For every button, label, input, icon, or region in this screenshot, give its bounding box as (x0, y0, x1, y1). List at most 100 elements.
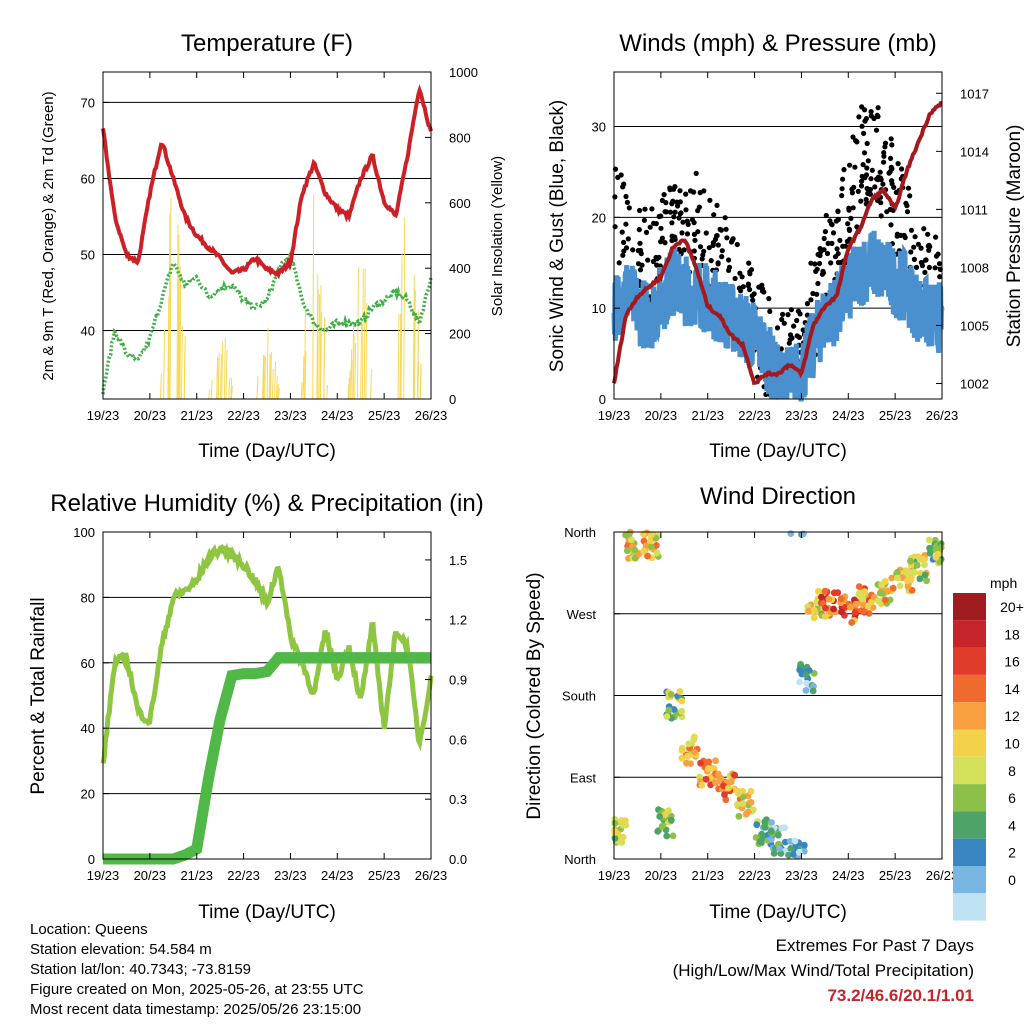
direction-point (668, 691, 675, 698)
y2-tick-label: 0.0 (449, 852, 467, 867)
insolation-spike (181, 326, 182, 399)
direction-point (678, 698, 685, 705)
insolation-spike (404, 217, 405, 399)
insolation-spike (224, 338, 225, 399)
gust-point (724, 235, 729, 240)
direction-point (725, 785, 732, 792)
gust-point (620, 184, 625, 189)
gust-point (879, 213, 884, 218)
insolation-spike (357, 267, 358, 399)
direction-point (622, 532, 629, 539)
gust-point (840, 186, 845, 191)
gust-point (840, 244, 845, 249)
direction-point (856, 583, 863, 590)
y-tick-label: North (564, 525, 596, 540)
gust-point (704, 230, 709, 235)
x-tick-label: 21/23 (691, 868, 724, 883)
gust-point (642, 207, 647, 212)
direction-point (822, 588, 829, 595)
temperature-title: Temperature (F) (181, 30, 353, 57)
legend-swatch (953, 784, 986, 811)
gust-point (905, 209, 910, 214)
gust-point (906, 186, 911, 191)
direction-point (612, 828, 619, 835)
insolation-spike (211, 380, 212, 399)
gust-point (859, 183, 864, 188)
gust-point (645, 258, 650, 263)
direction-point (838, 608, 845, 615)
gust-point (835, 209, 840, 214)
gust-point (937, 261, 942, 266)
y-tick-label: 0 (88, 852, 95, 867)
gust-point (630, 247, 635, 252)
gust-point (875, 113, 880, 118)
gust-point (711, 243, 716, 248)
direction-point (822, 605, 829, 612)
direction-point (822, 613, 829, 620)
direction-point (923, 577, 930, 584)
gust-point (623, 194, 628, 199)
direction-point (684, 753, 691, 760)
gust-point (888, 222, 893, 227)
gust-point (889, 136, 894, 141)
recent-text: Most recent data timestamp: 2025/05/26 2… (30, 1000, 364, 1020)
gust-point (788, 332, 793, 337)
legend-label: 18 (1004, 626, 1020, 642)
y2-tick-label: 1008 (960, 260, 989, 275)
x-tick-label: 24/23 (832, 868, 865, 883)
y2-tick-label: 1014 (960, 144, 989, 159)
direction-point (698, 782, 705, 789)
gust-point (881, 160, 886, 165)
gust-point (678, 199, 683, 204)
direction-point (648, 544, 655, 551)
gust-point (662, 192, 667, 197)
x-tick-label: 23/23 (785, 868, 818, 883)
gust-point (619, 172, 624, 177)
legend-swatch (953, 757, 986, 784)
x-tick-label: 26/23 (926, 408, 959, 423)
insolation-spike (184, 341, 185, 399)
direction-point (678, 708, 685, 715)
x-tick-label: 24/23 (321, 408, 354, 423)
gust-point (787, 341, 792, 346)
direction-point (914, 562, 921, 569)
gust-point (679, 230, 684, 235)
insolation-spike (276, 376, 277, 399)
direction-point (920, 556, 927, 563)
gust-point (750, 298, 755, 303)
gust-point (750, 293, 755, 298)
legend-label: 16 (1004, 654, 1020, 670)
insolation-spike (226, 350, 227, 399)
x-tick-label: 20/23 (645, 868, 678, 883)
gust-point (613, 224, 618, 229)
gust-point (859, 179, 864, 184)
direction-point (882, 578, 889, 585)
y-tick-label: 30 (592, 120, 606, 135)
gust-point (822, 236, 827, 241)
gust-point (700, 252, 705, 257)
insolation-spike (222, 342, 223, 399)
gust-point (912, 257, 917, 262)
direction-point (778, 825, 785, 832)
gust-point (673, 237, 678, 242)
direction-point (736, 813, 743, 820)
gust-point (919, 260, 924, 265)
gust-point (823, 229, 828, 234)
direction-point (677, 688, 684, 695)
gust-point (637, 208, 642, 213)
gust-point (638, 248, 643, 253)
x-tick-label: 21/23 (180, 868, 213, 883)
created-text: Figure created on Mon, 2025-05-26, at 23… (30, 980, 364, 1000)
direction-point (731, 772, 738, 779)
gust-point (620, 230, 625, 235)
gust-point (927, 265, 932, 270)
gust-point (660, 198, 665, 203)
direction-point (897, 583, 904, 590)
gust-point (840, 177, 845, 182)
direction-point (864, 603, 871, 610)
temperature-xlabel: Time (Day/UTC) (198, 441, 336, 462)
direction-point (787, 845, 794, 852)
gust-point (644, 230, 649, 235)
gust-point (719, 254, 724, 259)
direction-point (654, 828, 661, 835)
